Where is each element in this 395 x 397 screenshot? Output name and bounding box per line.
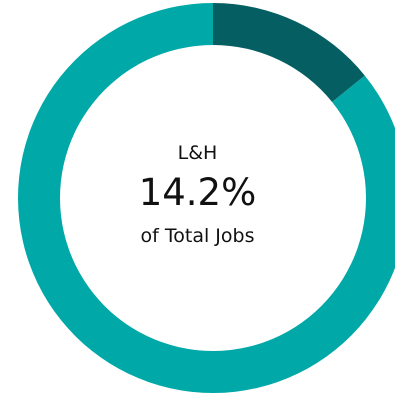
center-label-caption: of Total Jobs: [140, 225, 255, 247]
center-label-category: L&H: [177, 142, 218, 164]
donut-slice-lh: [213, 3, 365, 102]
center-label-percentage: 14.2%: [138, 171, 257, 214]
